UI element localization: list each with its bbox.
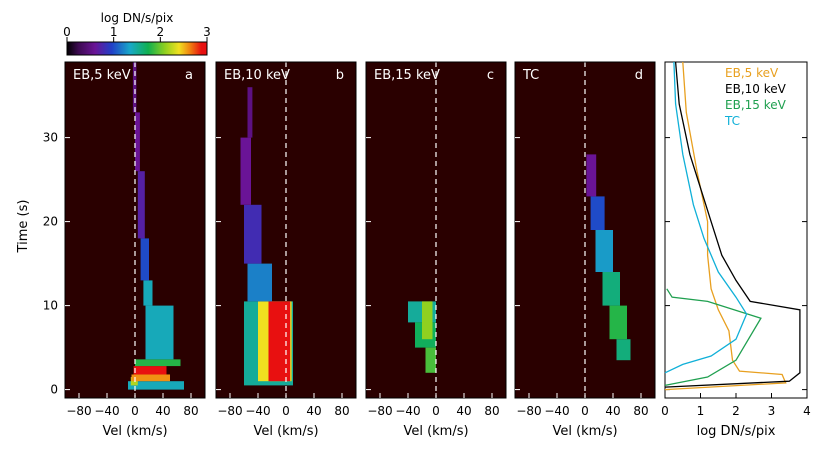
panel-label: EB,10 keV — [224, 68, 290, 83]
panel-letter: d — [635, 68, 643, 83]
panel-b-eb10kev: −80 −40 0 40 80 Vel (km/s) EB,10 keV b — [215, 61, 357, 439]
x-tick-label: −40 — [544, 404, 569, 418]
heatmap-cell — [140, 238, 149, 281]
colorbar-tick-label: 0 — [63, 25, 71, 39]
x-tick-label: 40 — [605, 404, 620, 418]
y-tick-label: 0 — [50, 383, 58, 397]
x-axis-label: Vel (km/s) — [102, 424, 167, 439]
legend-entry: EB,10 keV — [725, 82, 787, 96]
panel-label: EB,5 keV — [73, 68, 131, 83]
y-tick-label: 20 — [43, 215, 58, 229]
heatmap-cell — [132, 62, 137, 113]
colorbar-tick-label: 2 — [157, 25, 165, 39]
panel-label: EB,15 keV — [374, 68, 440, 83]
series-line — [664, 288, 762, 387]
series-line — [664, 61, 801, 388]
x-tick-label: −40 — [245, 404, 270, 418]
x-tick-label: 80 — [484, 404, 499, 418]
x-tick-label: −80 — [516, 404, 541, 418]
x-tick-label: 80 — [334, 404, 349, 418]
y-tick-label: 10 — [43, 299, 58, 313]
panel-letter: a — [185, 68, 193, 83]
heatmap-cell — [135, 112, 140, 172]
x-axis-label: Vel (km/s) — [403, 424, 468, 439]
panel-a-eb5kev: −80 −40 0 40 80 Vel (km/s) 0 10 20 30 EB,5 keV a — [43, 61, 206, 439]
x-tick-label: 40 — [456, 404, 471, 418]
x-tick-label: −80 — [367, 404, 392, 418]
colorbar-tick-label: 3 — [203, 25, 211, 39]
legend-entry: TC — [724, 114, 740, 128]
heatmap-cell — [602, 272, 620, 306]
x-tick-label: −40 — [395, 404, 420, 418]
x-tick-label: 40 — [306, 404, 321, 418]
legend-entry: EB,5 keV — [725, 66, 779, 80]
series-line — [664, 61, 748, 374]
x-axis-label: log DN/s/pix — [697, 424, 776, 439]
colorbar: log DN/s/pix 0 1 2 3 — [63, 11, 211, 56]
heatmap-cell — [247, 87, 253, 138]
panel-letter: b — [336, 68, 344, 83]
heatmap-cell — [143, 280, 153, 306]
x-axis-label: Vel (km/s) — [253, 424, 318, 439]
heatmap-cell — [616, 339, 631, 361]
panel-letter: c — [487, 68, 494, 83]
x-tick-label: 40 — [155, 404, 170, 418]
heatmap-cell — [590, 196, 605, 230]
panel-label: TC — [522, 68, 539, 83]
legend-entry: EB,15 keV — [725, 98, 787, 112]
heatmap-cell — [137, 171, 145, 239]
x-tick-label: 0 — [661, 404, 669, 418]
heatmap-cell — [145, 305, 174, 360]
heatmap-cell — [135, 359, 181, 367]
y-axis-label: Time (s) — [16, 200, 31, 254]
heatmap-cell — [595, 230, 613, 272]
heatmap-cell — [133, 366, 167, 375]
heatmap-cell — [586, 154, 597, 197]
series-line — [664, 61, 787, 391]
plot-background — [515, 62, 655, 398]
heatmap-cell — [244, 204, 262, 264]
colorbar-gradient — [66, 41, 208, 56]
x-tick-label: −40 — [94, 404, 119, 418]
x-tick-label: 3 — [768, 404, 776, 418]
y-tick-label: 30 — [43, 131, 58, 145]
x-tick-label: 0 — [282, 404, 290, 418]
x-tick-label: −80 — [217, 404, 242, 418]
x-tick-label: 80 — [183, 404, 198, 418]
heatmap-cell — [247, 263, 272, 302]
x-tick-label: 2 — [732, 404, 740, 418]
x-tick-label: 4 — [803, 404, 811, 418]
x-axis-label: Vel (km/s) — [552, 424, 617, 439]
x-tick-label: 0 — [581, 404, 589, 418]
heatmap-cell — [128, 381, 184, 390]
x-tick-label: −80 — [66, 404, 91, 418]
heatmap-cell — [268, 301, 291, 382]
x-tick-label: 80 — [633, 404, 648, 418]
x-tick-label: 0 — [432, 404, 440, 418]
x-tick-label: 0 — [131, 404, 139, 418]
heatmap-cell — [131, 374, 170, 382]
heatmap-cell — [425, 347, 436, 373]
heatmap-cell — [240, 137, 251, 205]
panel-c-eb15kev: −80 −40 0 40 80 Vel (km/s) EB,15 keV c — [365, 61, 507, 439]
colorbar-title: log DN/s/pix — [101, 11, 174, 25]
panel-d-tc: −80 −40 0 40 80 Vel (km/s) TC d — [514, 61, 656, 439]
heatmap-cell — [422, 301, 433, 340]
colorbar-tick-label: 1 — [110, 25, 118, 39]
heatmap-cell — [609, 305, 627, 340]
x-tick-label: 1 — [697, 404, 705, 418]
panel-e-line-profiles: 0 1 2 3 4 log DN/s/pix EB,5 keV EB,10 keV EB,15 … — [661, 61, 811, 439]
plot-frame — [664, 61, 808, 399]
